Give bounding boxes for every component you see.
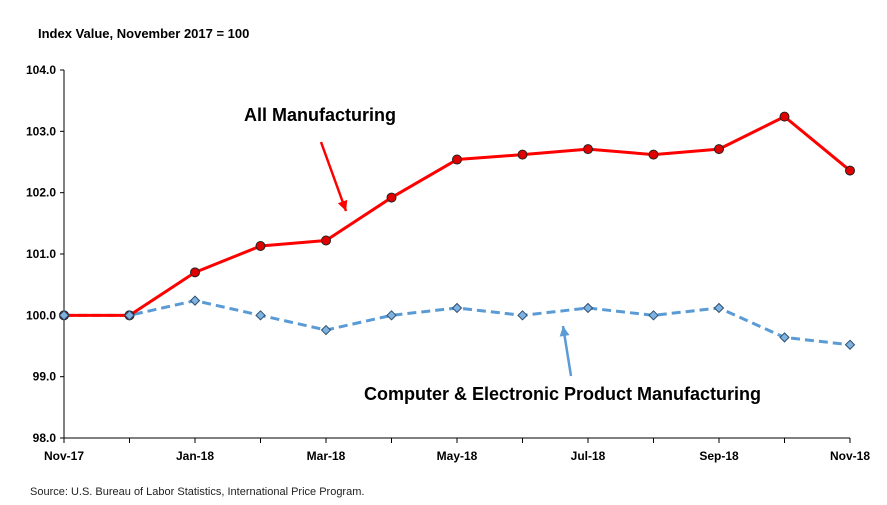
data-point-computer-electronic [582, 302, 594, 314]
data-point-all-manufacturing [321, 235, 331, 246]
data-point-computer-electronic [451, 302, 463, 314]
y-tick-label: 101.0 [26, 247, 56, 261]
series-line-all-manufacturing [64, 115, 851, 317]
data-point-all-manufacturing [779, 111, 790, 122]
x-tick-label: Jan-18 [176, 449, 214, 463]
y-tick-label: 100.0 [26, 308, 56, 322]
x-tick-label: Nov-17 [44, 449, 84, 463]
data-point-all-manufacturing [648, 149, 659, 160]
data-point-all-manufacturing [190, 267, 200, 278]
arrow-all-manufacturing [319, 141, 348, 212]
y-tick-label: 103.0 [26, 124, 56, 138]
y-tick-label: 104.0 [26, 63, 56, 77]
y-tick-label: 98.0 [33, 431, 57, 445]
data-point-all-manufacturing [386, 192, 397, 203]
data-point-all-manufacturing [714, 144, 724, 155]
x-tick-label: Sep-18 [699, 449, 739, 463]
y-axis-label: Index Value, November 2017 = 100 [38, 26, 249, 41]
annotations: All Manufacturing Computer & Electronic … [244, 105, 761, 404]
data-point-computer-electronic [124, 310, 135, 321]
tick-labels: 98.0 99.0 100.0 101.0 102.0 103.0 104.0 Nov-17 J… [26, 63, 870, 463]
x-tick-label: May-18 [437, 449, 478, 463]
data-point-all-manufacturing [583, 144, 593, 155]
data-point-all-manufacturing [452, 154, 462, 165]
data-point-all-manufacturing [517, 149, 528, 160]
x-tick-label: Nov-18 [830, 449, 870, 463]
data-point-computer-electronic [320, 324, 332, 336]
data-point-computer-electronic [58, 310, 70, 321]
series-label-computer-electronic: Computer & Electronic Product Manufactur… [364, 384, 761, 404]
x-tick-label: Jul-18 [571, 449, 606, 463]
series-label-all-manufacturing: All Manufacturing [244, 105, 396, 125]
data-point-computer-electronic [517, 310, 528, 321]
data-point-computer-electronic [189, 295, 201, 306]
data-point-all-manufacturing [255, 241, 266, 252]
source-note: Source: U.S. Bureau of Labor Statistics,… [30, 486, 364, 498]
data-point-computer-electronic [713, 302, 725, 314]
data-point-computer-electronic [386, 310, 397, 321]
series-markers [58, 111, 856, 350]
data-point-computer-electronic [779, 332, 790, 343]
data-point-computer-electronic [255, 310, 266, 321]
arrow-computer-electronic [559, 325, 573, 377]
axes [60, 69, 851, 443]
x-tick-label: Mar-18 [307, 449, 346, 463]
y-tick-label: 102.0 [26, 186, 56, 200]
data-point-computer-electronic [648, 310, 659, 321]
data-point-computer-electronic [844, 339, 856, 350]
data-point-all-manufacturing [845, 165, 855, 176]
y-tick-label: 99.0 [33, 370, 57, 384]
